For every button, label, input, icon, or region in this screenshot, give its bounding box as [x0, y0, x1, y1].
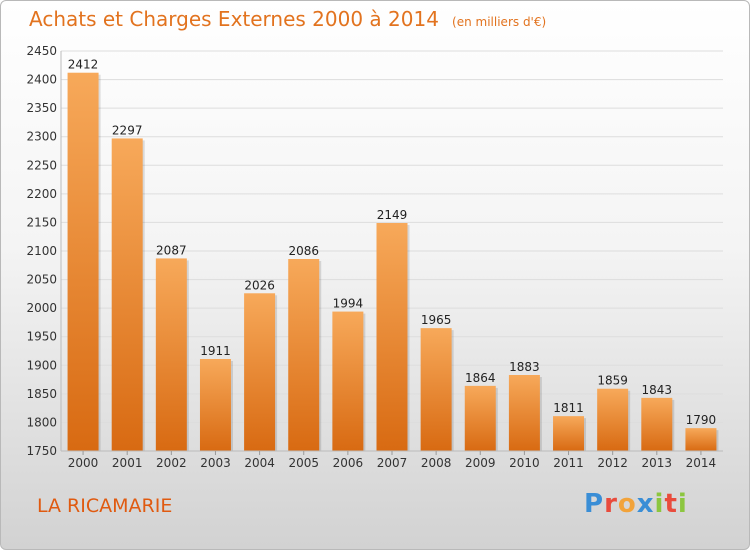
y-tick-label: 1750: [26, 444, 57, 458]
value-label: 2087: [156, 243, 187, 257]
y-tick-label: 2450: [26, 44, 57, 58]
value-label: 1883: [509, 360, 540, 374]
value-label: 2412: [68, 58, 99, 72]
bar: [641, 397, 673, 451]
value-label: 2086: [288, 244, 319, 258]
bar: [376, 223, 408, 451]
x-tick-label: 2001: [112, 456, 143, 470]
value-label: 2026: [244, 278, 275, 292]
y-tick-label: 1850: [26, 387, 57, 401]
x-tick-label: 2011: [553, 456, 584, 470]
bar: [155, 258, 187, 451]
proxiti-logo: Proxiti: [584, 489, 688, 519]
x-tick-label: 2003: [200, 456, 231, 470]
value-label: 1911: [200, 344, 231, 358]
axes: 1750 1800 1850 1900 1950 2000 2050 2100 2150 2200…: [26, 44, 723, 470]
x-tick-label: 2014: [686, 456, 717, 470]
bar: [244, 293, 276, 451]
logo-letter: i: [654, 489, 665, 519]
chart-unit: (en milliers d'€): [452, 15, 547, 29]
logo-letter: r: [604, 489, 618, 519]
logo-letter: i: [677, 489, 688, 519]
value-label: 1859: [597, 374, 628, 388]
logo-letter: t: [664, 489, 678, 519]
y-tick-label: 1900: [26, 358, 57, 372]
x-tick-label: 2008: [421, 456, 452, 470]
y-tick-label: 2200: [26, 187, 57, 201]
logo-letter: x: [636, 489, 655, 519]
x-tick-label: 2012: [597, 456, 628, 470]
y-tick-label: 2000: [26, 301, 57, 315]
value-label: 2149: [377, 208, 408, 222]
commune-name: LA RICAMARIE: [37, 495, 173, 517]
bar: [332, 311, 364, 451]
y-tick-label: 1800: [26, 415, 57, 429]
value-label: 1790: [686, 413, 717, 427]
x-tick-label: 2000: [68, 456, 99, 470]
bar: [288, 259, 320, 451]
chart-title-block: Achats et Charges Externes 2000 à 2014 (…: [29, 7, 546, 31]
x-tick-label: 2004: [244, 456, 275, 470]
chart-title: Achats et Charges Externes 2000 à 2014: [29, 7, 439, 31]
value-label: 1843: [642, 383, 673, 397]
value-label: 1994: [333, 297, 364, 311]
y-tick-label: 2300: [26, 130, 57, 144]
y-tick-label: 2250: [26, 158, 57, 172]
value-label: 1811: [553, 401, 584, 415]
y-tick-label: 2050: [26, 273, 57, 287]
y-tick-label: 2150: [26, 215, 57, 229]
x-tick-label: 2007: [377, 456, 408, 470]
x-tick-label: 2009: [465, 456, 496, 470]
bar: [199, 359, 231, 451]
bar: [508, 375, 540, 451]
bars: 2412 2297 2087 1911 2026 2086 1994 2149 1965 1864…: [67, 58, 719, 451]
bar: [67, 72, 99, 451]
bar: [111, 138, 143, 451]
bar: [685, 428, 717, 451]
bar: [420, 328, 452, 451]
bar: [597, 388, 629, 451]
value-label: 1965: [421, 313, 452, 327]
bar: [464, 385, 496, 451]
y-tick-label: 2100: [26, 244, 57, 258]
y-tick-label: 2400: [26, 73, 57, 87]
y-tick-label: 1950: [26, 330, 57, 344]
x-tick-label: 2010: [509, 456, 540, 470]
bar: [553, 416, 585, 451]
value-label: 2297: [112, 123, 143, 137]
x-tick-label: 2006: [333, 456, 364, 470]
logo-letter: o: [617, 489, 637, 519]
x-tick-label: 2002: [156, 456, 187, 470]
value-label: 1864: [465, 371, 496, 385]
x-tick-label: 2013: [642, 456, 673, 470]
x-tick-label: 2005: [288, 456, 319, 470]
y-tick-label: 2350: [26, 101, 57, 115]
logo-letter: P: [584, 489, 605, 519]
